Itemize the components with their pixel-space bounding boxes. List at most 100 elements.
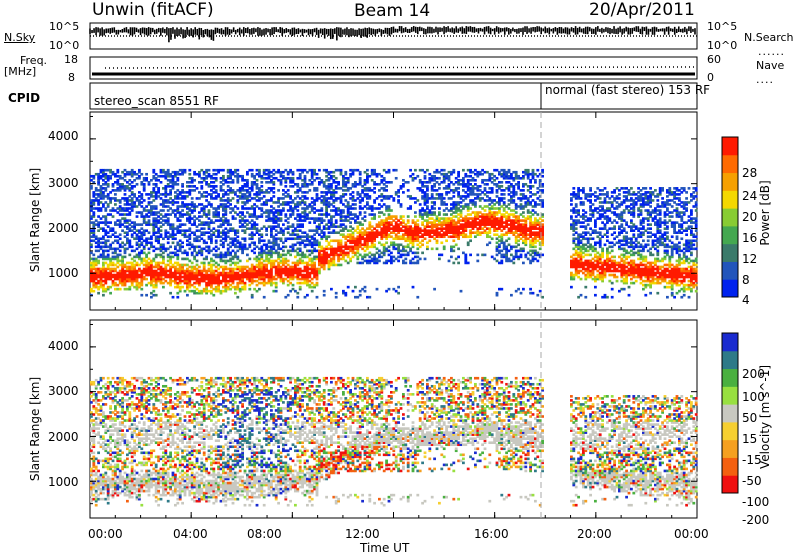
power-cell [340, 187, 343, 190]
power-cell [100, 221, 103, 224]
power-cell [145, 221, 148, 224]
power-cell [172, 252, 175, 255]
power-cell [488, 235, 491, 238]
power-cell [414, 177, 417, 180]
power-cell [155, 183, 158, 186]
power-cell [234, 191, 237, 194]
power-cell [92, 191, 95, 194]
power-cell [196, 246, 199, 249]
power-cell [380, 199, 383, 202]
power-cell [280, 260, 283, 263]
power-cell [208, 217, 211, 220]
power-cell [265, 219, 268, 222]
power-cell [107, 225, 110, 228]
power-cell [390, 235, 393, 238]
power-cell [488, 187, 491, 190]
power-cell [251, 294, 254, 297]
power-cell [289, 169, 292, 172]
power-cell [344, 260, 347, 263]
power-cell [217, 211, 220, 214]
power-cell [323, 294, 326, 297]
cpid-panel-frame [90, 83, 697, 109]
power-cell [265, 169, 268, 172]
power-cell [383, 177, 386, 180]
power-cell [256, 223, 259, 226]
power-cell [157, 179, 160, 182]
power-cell [174, 237, 177, 240]
power-cell [287, 201, 290, 204]
power-cell [193, 290, 196, 293]
power-cell [445, 217, 448, 220]
power-cell [97, 173, 100, 176]
power-cell [359, 205, 362, 208]
power-cell [474, 235, 477, 238]
power-cell [150, 191, 153, 194]
power-cell [328, 225, 331, 228]
power-cell [275, 229, 278, 232]
power-cell [388, 169, 391, 172]
power-cell [455, 243, 458, 246]
power-cell [124, 203, 127, 206]
power-cell [368, 205, 371, 208]
power-cell [152, 205, 155, 208]
power-cell [464, 203, 467, 206]
power-cell [484, 187, 487, 190]
power-cell [128, 195, 131, 198]
power-cell [335, 169, 338, 172]
power-cell [174, 201, 177, 204]
power-cell [316, 193, 319, 196]
power-cell [383, 195, 386, 198]
power-cell [188, 173, 191, 176]
power-cell [186, 243, 189, 246]
power-cell [114, 282, 117, 285]
power-cell [97, 280, 100, 283]
power-cell [152, 246, 155, 249]
power-cell [342, 219, 345, 222]
power-cell [364, 179, 367, 182]
power-cell [116, 175, 119, 178]
power-cell [155, 248, 158, 251]
power-cell [395, 215, 398, 218]
power-cell [246, 248, 249, 251]
power-cell [443, 197, 446, 200]
power-cell [241, 237, 244, 240]
power-cell [373, 181, 376, 184]
power-cell [359, 254, 362, 257]
power-cell [402, 183, 405, 186]
power-cell [203, 274, 206, 277]
power-cell [145, 193, 148, 196]
power-cell [280, 266, 283, 269]
power-cell [236, 262, 239, 265]
power-cell [397, 292, 400, 295]
power-cell [313, 262, 316, 265]
power-cell [344, 215, 347, 218]
power-cell [200, 237, 203, 240]
power-cell [92, 221, 95, 224]
power-cell [352, 227, 355, 230]
power-cell [220, 197, 223, 200]
power-cell [371, 189, 374, 192]
power-cell [227, 248, 230, 251]
power-cell [445, 213, 448, 216]
power-cell [448, 191, 451, 194]
power-cell [176, 276, 179, 279]
power-cell [248, 237, 251, 240]
power-cell [131, 169, 134, 172]
power-cell [275, 237, 278, 240]
power-cell [342, 233, 345, 236]
power-cell [193, 256, 196, 259]
power-cell [227, 229, 230, 232]
power-cell [244, 225, 247, 228]
power-cell [292, 266, 295, 269]
power-cell [347, 233, 350, 236]
power-cell [282, 207, 285, 210]
power-cell [191, 217, 194, 220]
power-cell [124, 256, 127, 259]
power-cell [296, 229, 299, 232]
power-cell [282, 229, 285, 232]
power-cell [361, 256, 364, 259]
power-cell [224, 217, 227, 220]
power-cell [114, 264, 117, 267]
power-cell [167, 254, 170, 257]
power-cell [433, 288, 436, 291]
